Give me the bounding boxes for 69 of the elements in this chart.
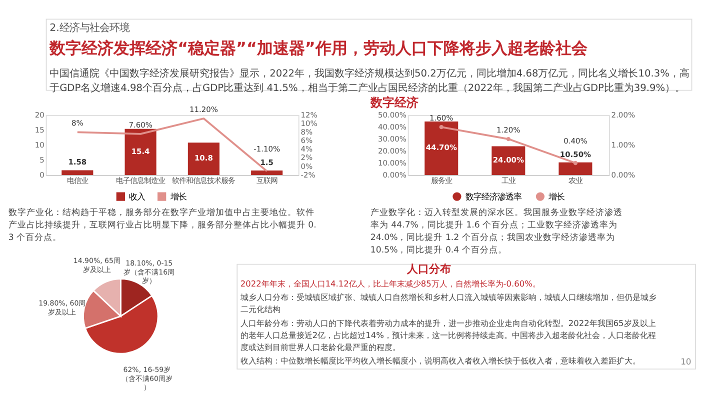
data-label: 1.60%	[430, 114, 454, 123]
y-tick-label: 40.00%	[378, 122, 406, 132]
y-tick-label: 5	[40, 155, 45, 164]
data-label: 1.58	[68, 158, 87, 167]
text: 人口年龄分布：劳动人口的下降代表着劳动力成本的提升，进一步推动企业走向自动化转型。2022年我国65岁及以上的老年人口总量接近2亿，占比超过14%，预计未来，这一比例将持续走高。中国将步入超老龄化社会，人口老龄化程度或达到目前世界人口老龄化最严重的程度。	[240, 318, 656, 352]
text: 2.经济与社会环境	[50, 22, 130, 34]
legend-label: 收入	[129, 191, 146, 202]
data-label: 10.8	[194, 154, 213, 163]
data-label: 1.5	[260, 158, 274, 167]
y2-tick-label: 2%	[300, 153, 313, 162]
x-tick-label: 农业	[568, 176, 582, 185]
y-tick-label: 20	[34, 110, 45, 120]
legend-label: 增长	[548, 191, 565, 202]
y-tick-label: 10.00%	[378, 158, 406, 168]
x-tick-label: 软件和信息技术服务	[172, 176, 236, 185]
data-label: -1.10%	[254, 144, 280, 154]
data-label: 1.20%	[496, 126, 520, 134]
legend-label: 数字经济渗透率	[465, 191, 522, 202]
y-tick-label: 0	[40, 170, 45, 180]
y-tick-label: 0.00%	[382, 170, 406, 180]
data-label: 44.70%	[426, 143, 458, 152]
data-label: 7.60%	[128, 120, 152, 130]
text: 2022年年末，全国人口14.12亿人，比上年末减少85万人，自然增长率为-0.60%。	[240, 278, 540, 288]
point	[573, 160, 578, 166]
text: 数字经济发挥经济“稳定器”“加速器”作用，劳动人口下降将步入超老龄社会	[48, 38, 588, 58]
y2-tick-label: 12%	[300, 110, 318, 120]
y2-tick-label: 10%	[300, 118, 318, 128]
x-tick-label: 电子信息制造业	[116, 176, 166, 185]
x-tick-label: 电信业	[66, 176, 88, 185]
bar	[424, 121, 458, 175]
point	[506, 136, 511, 142]
y-tick-label: 30.00%	[378, 134, 406, 144]
text: 人口分布	[406, 262, 452, 276]
chart-title: 数字经济	[369, 96, 418, 110]
text: 10	[680, 356, 692, 366]
y2-tick-label: 1.00%	[611, 140, 636, 150]
y-tick-label: 20.00%	[378, 146, 406, 156]
legend-label: 增长	[169, 191, 186, 202]
bar	[251, 170, 283, 175]
x-tick-label: 工业	[501, 176, 516, 185]
text: 产业数字化：迈入转型发展的深水区。我国服务业数字经济渗透率为 44.7%，同比提升 1.6 个百分点；工业数字经济渗透率为 24.0%，同比提升 1.2 个百分点；我国农业数字经济渗透率为 10.5%，同比提升 0.4 个百分点。	[370, 207, 622, 256]
bar	[558, 162, 592, 175]
data-label: 0.40%	[564, 136, 588, 146]
text: 收入结构：中位数增长幅度比平均收入增长幅度小，说明高收入者收入增长快于低收入者，意味着收入差距扩大。	[240, 356, 640, 366]
y-tick-label: 10	[34, 140, 45, 150]
bar	[492, 146, 526, 175]
y2-tick-label: 4%	[300, 144, 313, 154]
y2-tick-label: -2%	[300, 170, 316, 180]
y2-tick-label: 0%	[300, 162, 313, 171]
x-tick-label: 服务业	[430, 176, 452, 185]
bar	[124, 128, 156, 175]
text: 中国信通院《中国数字经济发展研究报告》显示，2022年，我国数字经济规模达到50.2万亿元，同比增加4.68万亿元，同比名义增长10.3%，高于GDP名义增速4.98个百分点，占GDP比重达到 41.5%，相当于第二产业占国民经济的比重（2022年，我国第二产业占GDP比重为39.9%）。	[50, 68, 690, 94]
data-label: 10.50%	[560, 150, 592, 159]
point	[439, 124, 444, 130]
y2-tick-label: 0.00%	[611, 170, 636, 180]
y2-tick-label: 2.00%	[611, 110, 636, 120]
data-label: 24.00%	[492, 155, 524, 164]
y-tick-label: 50.00%	[378, 110, 406, 120]
y-tick-label: 15	[34, 125, 45, 134]
text: 数字产业化：结构趋于平稳，服务部分在数字产业增加值中占主要地位。软件产业占比持续提升，互联网行业占比明显下降，服务部分整体占比小幅提升 0.3 个百分点。	[8, 207, 316, 244]
data-label: 11.20%	[189, 104, 218, 114]
y2-tick-label: 6%	[300, 136, 313, 146]
text: 城乡人口分布：受城镇区域扩张、城镇人口自然增长和乡村人口流入城镇等因素影响，城镇人口继续增加，但仍是城乡二元化结构	[239, 292, 656, 314]
data-label: 8%	[71, 118, 84, 128]
bar	[62, 170, 94, 175]
bar	[188, 142, 220, 175]
y2-tick-label: 8%	[300, 128, 313, 137]
x-tick-label: 互联网	[256, 176, 278, 185]
data-label: 15.4	[131, 146, 150, 156]
